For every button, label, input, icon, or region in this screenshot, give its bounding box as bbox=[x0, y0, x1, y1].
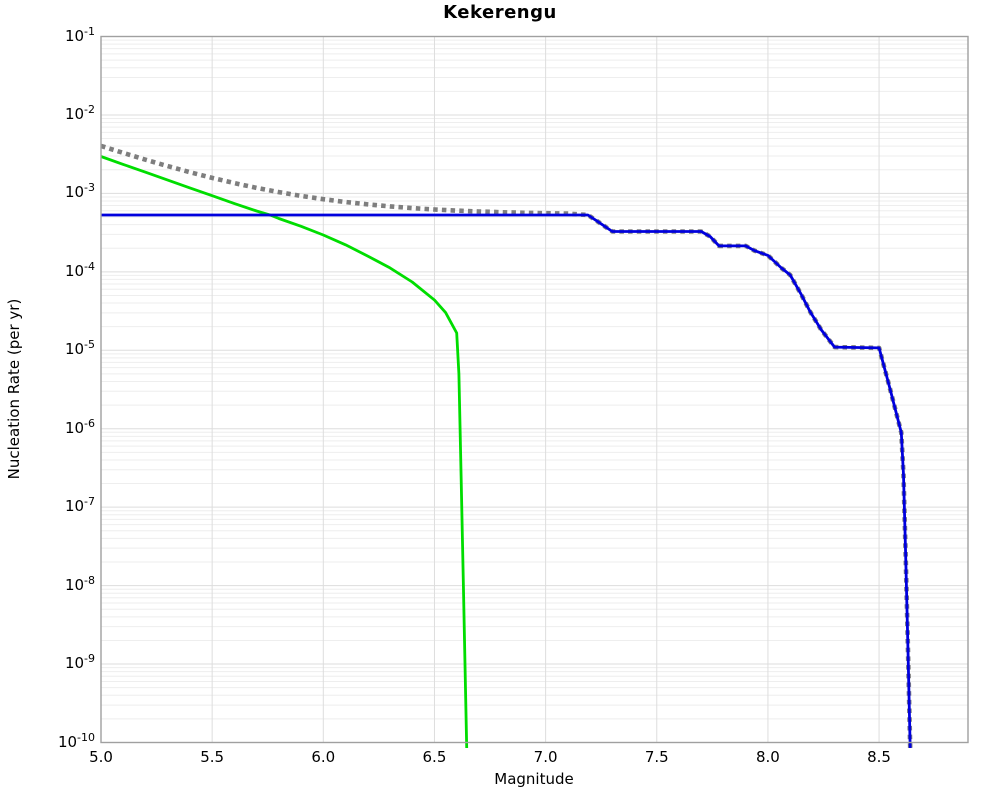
gray-dotted-line bbox=[100, 143, 913, 749]
x-tick-label: 8.5 bbox=[867, 748, 891, 766]
x-tick-label: 8.0 bbox=[755, 748, 780, 766]
plot-frame bbox=[100, 35, 969, 744]
y-tick-label: 10-9 bbox=[64, 652, 95, 673]
y-tick-label: 10-10 bbox=[57, 730, 95, 751]
blue-line bbox=[101, 213, 912, 749]
x-tick-label: 7.0 bbox=[533, 748, 558, 766]
x-tick-label: 5.0 bbox=[89, 748, 113, 766]
y-tick-label: 10-4 bbox=[64, 259, 95, 280]
x-tick-label: 6.0 bbox=[311, 748, 336, 766]
x-tick-label: 7.5 bbox=[644, 748, 669, 766]
x-tick-label: 6.5 bbox=[422, 748, 447, 766]
y-tick-label: 10-6 bbox=[64, 416, 95, 437]
x-axis-title: Magnitude bbox=[494, 770, 574, 788]
y-tick-label: 10-3 bbox=[64, 181, 95, 202]
chart-title: Kekerengu bbox=[443, 2, 557, 23]
green-line bbox=[100, 155, 469, 749]
y-tick-label: 10-8 bbox=[64, 573, 95, 594]
y-tick-label: 10-2 bbox=[64, 102, 95, 123]
x-tick-label: 5.5 bbox=[200, 748, 225, 766]
y-tick-label: 10-5 bbox=[64, 338, 95, 359]
y-tick-label: 10-7 bbox=[64, 495, 95, 516]
y-tick-label: 10-1 bbox=[64, 24, 95, 45]
